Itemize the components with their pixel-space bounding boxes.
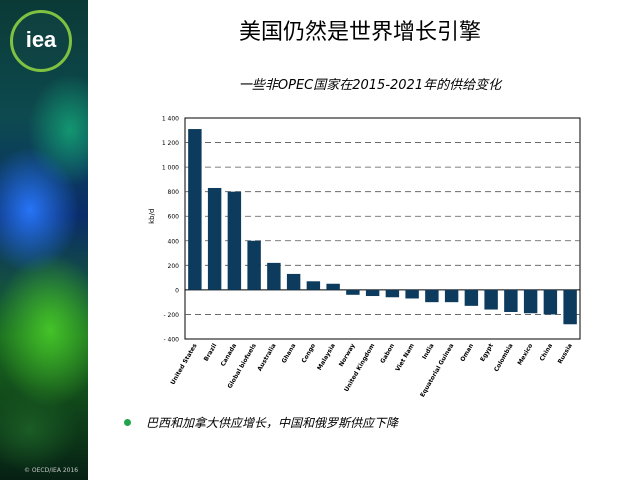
bar (405, 289, 419, 299)
y-tick-label: 600 (168, 214, 180, 221)
x-tick-label: Malaysia (316, 343, 337, 372)
x-tick-label: Australia (256, 343, 277, 373)
y-tick-label: 400 (168, 238, 180, 245)
bar (543, 289, 558, 315)
y-tick-label: 1 200 (162, 140, 179, 147)
x-tick-label: Gabon (379, 343, 396, 365)
bar (326, 283, 340, 290)
bullet-text: 巴西和加拿大供应增长，中国和俄罗斯供应下降 (146, 416, 399, 430)
logo-text: iea (25, 27, 57, 52)
bar (563, 289, 577, 325)
bullet-icon (124, 419, 131, 426)
x-tick-label: Brazil (203, 343, 219, 363)
bar (365, 289, 380, 297)
bar (267, 262, 281, 290)
chart-title: 一些非OPEC国家在2015-2021年的供给变化 (238, 78, 502, 93)
bar (306, 281, 321, 290)
bar (227, 191, 242, 290)
x-tick-label: United States (169, 342, 198, 386)
x-tick-label: Congo (300, 343, 317, 365)
x-tick-label: Canada (219, 343, 238, 368)
x-tick-label: Mexico (516, 343, 534, 367)
bar (523, 289, 538, 314)
bar (385, 289, 400, 298)
x-tick-label: Ghana (281, 343, 298, 365)
x-tick-label: China (539, 343, 555, 363)
iea-logo-icon: iea (10, 10, 72, 72)
x-tick-label: India (421, 343, 436, 361)
x-tick-label: Russia (557, 343, 574, 366)
slide-title: 美国仍然是世界增长引擎 (238, 20, 481, 45)
y-tick-label: 1 000 (162, 165, 179, 172)
bar (444, 289, 459, 303)
bar (425, 289, 439, 303)
bar (247, 240, 261, 290)
y-tick-label: 200 (168, 263, 180, 270)
x-tick-label: Colombia (493, 343, 515, 374)
x-tick-label: Oman (459, 343, 475, 364)
bar (207, 187, 222, 290)
y-axis-label: kb/d (148, 209, 156, 224)
bar (286, 273, 301, 290)
plot-area (184, 117, 581, 340)
bar (188, 129, 202, 290)
y-tick-label: 800 (168, 189, 180, 196)
bar (464, 289, 479, 306)
x-tick-label: Egypt (479, 342, 495, 362)
y-tick-label: 0 (175, 287, 179, 294)
bar (346, 289, 360, 295)
y-tick-label: - 200 (163, 312, 179, 319)
bar (484, 289, 498, 310)
y-tick-label: 1 400 (162, 116, 179, 123)
x-tick-label: Viet Nam (394, 343, 416, 373)
copyright: © OECD/IEA 2016 (24, 467, 79, 474)
sidebar-decoration: iea © OECD/IEA 2016 (0, 0, 88, 480)
bar (504, 289, 518, 312)
x-tick-label: Norway (338, 342, 357, 368)
y-tick-label: - 400 (163, 337, 179, 344)
